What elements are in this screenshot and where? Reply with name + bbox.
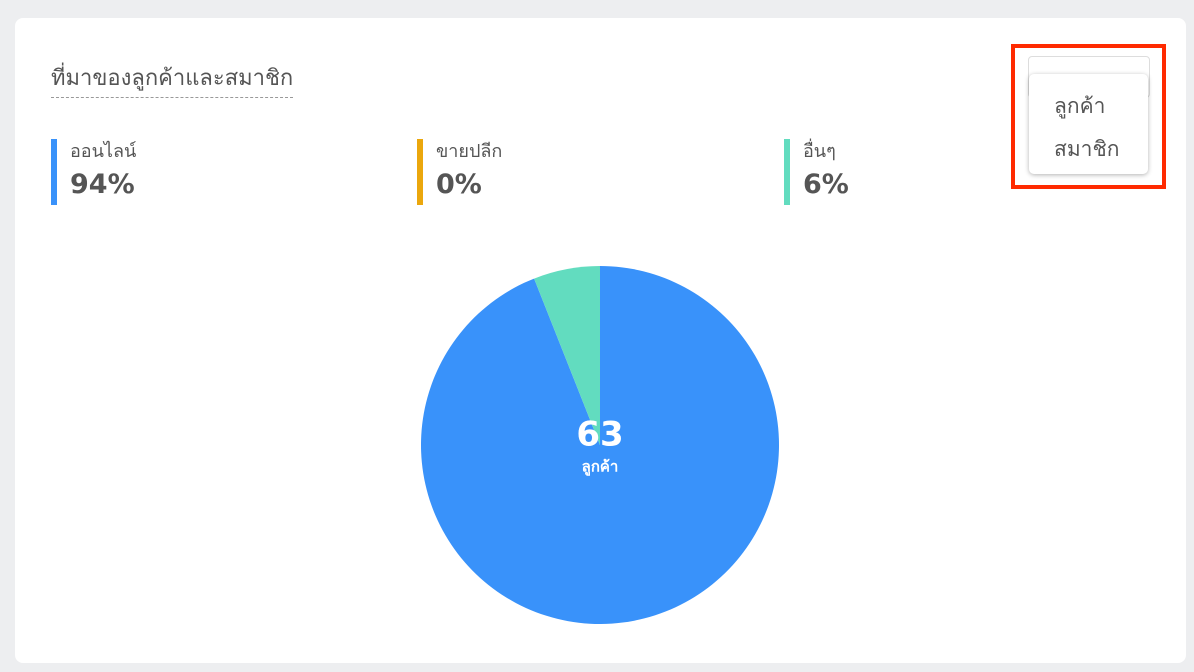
legend-label: ขายปลีก bbox=[436, 141, 503, 162]
legend-label: อื่นๆ bbox=[803, 141, 836, 162]
dropdown-menu: ลูกค้า สมาชิก bbox=[1029, 74, 1148, 174]
legend-item: ออนไลน์ 94% bbox=[51, 139, 136, 205]
legend-value: 6% bbox=[803, 169, 849, 200]
legend-item: อื่นๆ 6% bbox=[784, 139, 849, 205]
card-title: ที่มาของลูกค้าและสมาชิก bbox=[51, 60, 294, 98]
center-value: 63 bbox=[576, 415, 623, 455]
legend-label: ออนไลน์ bbox=[70, 141, 137, 162]
legend-value: 0% bbox=[436, 169, 482, 200]
highlight-box bbox=[1011, 44, 1166, 189]
legend-value: 94% bbox=[70, 169, 135, 200]
dropdown-option[interactable]: สมาชิก bbox=[1054, 137, 1120, 161]
dropdown-option[interactable]: ลูกค้า bbox=[1054, 94, 1106, 118]
legend-item: ขายปลีก 0% bbox=[417, 139, 502, 205]
pie-slice bbox=[534, 266, 600, 445]
center-label: ลูกค้า bbox=[582, 458, 619, 477]
